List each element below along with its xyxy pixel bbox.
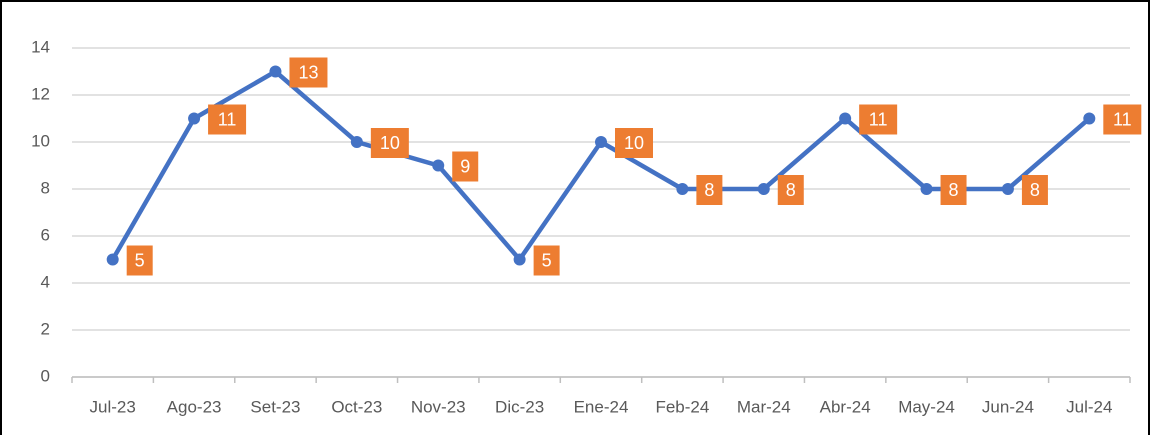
data-label-box <box>615 128 653 158</box>
data-label: 11 <box>869 109 888 129</box>
data-label: 5 <box>542 250 552 270</box>
y-tick-label: 12 <box>31 84 50 103</box>
y-tick-label: 10 <box>31 131 50 150</box>
marker <box>1001 183 1014 195</box>
x-tick-label: Abr-24 <box>820 397 871 416</box>
data-label: 8 <box>1030 180 1040 200</box>
data-label-box <box>859 104 898 135</box>
marker <box>839 112 852 125</box>
data-label-box <box>1103 104 1142 135</box>
data-label-box <box>126 245 153 276</box>
marker <box>432 159 445 172</box>
data-label: 10 <box>624 133 644 153</box>
x-tick-label: Set-23 <box>250 397 300 416</box>
data-label-box <box>370 128 409 158</box>
x-tick-label: Ago-23 <box>167 397 222 416</box>
marker <box>676 183 689 195</box>
x-tick-label: Mar-24 <box>737 397 791 416</box>
marker <box>595 136 607 148</box>
y-tick-label: 0 <box>41 366 50 385</box>
data-label: 5 <box>135 250 145 270</box>
marker <box>513 253 526 266</box>
data-label-box <box>696 175 723 205</box>
data-label: 8 <box>704 180 714 200</box>
marker <box>269 65 282 78</box>
marker <box>106 253 119 266</box>
data-label-box <box>289 57 328 88</box>
x-tick-label: Ene-24 <box>574 397 629 416</box>
data-label-box <box>208 104 247 135</box>
data-label: 8 <box>786 180 796 200</box>
marker <box>757 183 770 195</box>
y-tick-label: 6 <box>41 225 50 244</box>
y-tick-label: 2 <box>41 319 50 338</box>
data-label: 11 <box>218 109 237 129</box>
data-label-box <box>940 175 967 205</box>
data-label: 9 <box>460 156 470 176</box>
marker <box>350 136 363 148</box>
data-label-box <box>1021 175 1048 205</box>
data-label: 10 <box>380 133 400 153</box>
y-tick-label: 4 <box>41 272 50 291</box>
x-tick-label: May-24 <box>898 397 955 416</box>
x-tick-label: Jul-24 <box>1066 397 1112 416</box>
data-label-box <box>777 175 804 205</box>
x-tick-label: Feb-24 <box>655 397 709 416</box>
y-tick-label: 8 <box>41 178 50 197</box>
y-tick-label: 14 <box>31 37 50 56</box>
data-label: 8 <box>949 180 959 200</box>
x-tick-label: Jul-23 <box>90 397 136 416</box>
x-tick-label: Nov-23 <box>411 397 466 416</box>
data-label: 11 <box>1113 109 1132 129</box>
marker <box>920 183 933 195</box>
marker <box>1083 112 1096 125</box>
marker <box>188 112 201 125</box>
x-tick-label: Oct-23 <box>331 397 382 416</box>
x-tick-label: Dic-23 <box>495 397 544 416</box>
data-label: 13 <box>298 62 318 82</box>
data-label-box <box>452 151 479 182</box>
data-label-box <box>533 245 560 276</box>
x-tick-label: Jun-24 <box>982 397 1034 416</box>
